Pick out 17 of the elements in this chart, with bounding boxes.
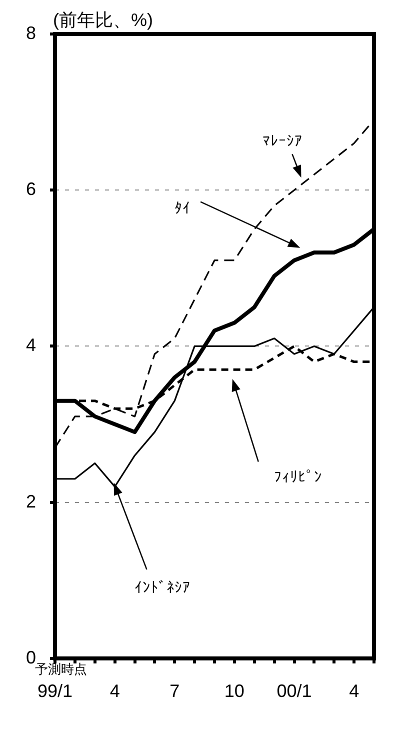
text: ﾌｨﾘﾋﾟﾝ [274,469,322,486]
y-tick-label: 6 [26,179,36,200]
x-tick-label: 10 [224,681,244,702]
y-tick-label: 4 [26,335,36,356]
x-tick-label: 4 [110,681,120,702]
y-tick-label: 0 [26,647,36,668]
x-axis-title: 予測時点 [35,661,88,676]
x-tick-label: 00/1 [276,681,312,702]
y-tick-label: 8 [26,22,36,43]
x-tick-label: 4 [349,681,360,702]
text: ｲﾝﾄﾞﾈｼｱ [134,579,191,596]
y-tick-label: 2 [26,491,36,512]
text: ﾀｲ [174,200,191,217]
series-label: ﾏﾚｰｼｱ [262,132,302,150]
x-tick-label: 7 [170,681,180,702]
y-axis-title: (前年比、%) [53,10,154,30]
x-tick-label: 99/1 [37,681,73,702]
